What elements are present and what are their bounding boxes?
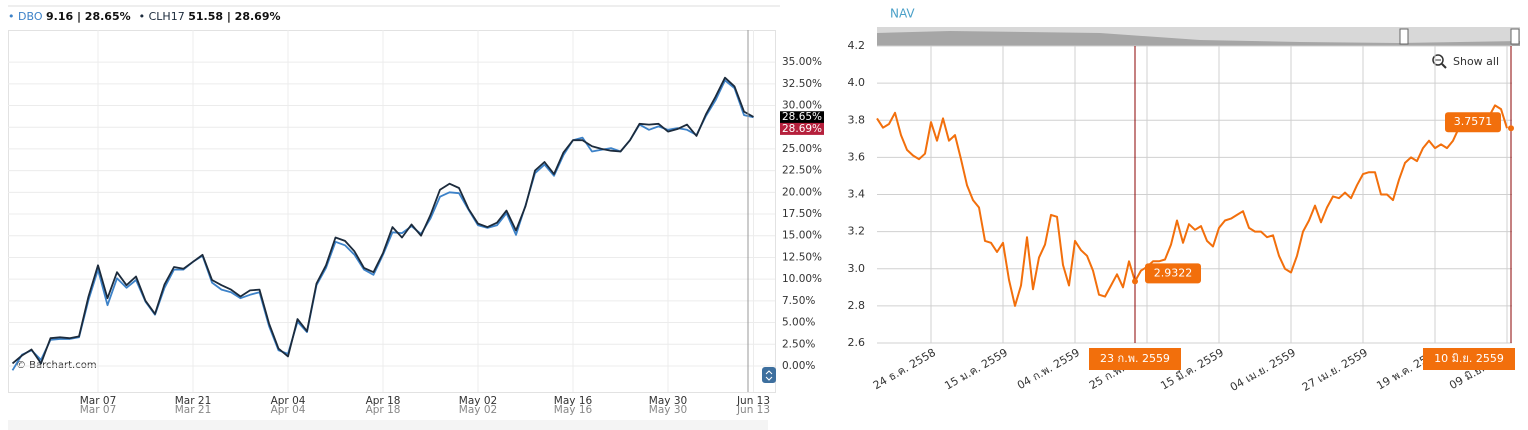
crosshair-date: 23 ก.พ. 2559 — [1100, 352, 1170, 365]
y-tick-label: 3.2 — [848, 225, 866, 238]
series-line — [11, 76, 754, 365]
zoom-icon — [1441, 63, 1447, 69]
y-tick-label: 32.50% — [782, 78, 822, 90]
x-tick-label: Apr 18 — [366, 395, 401, 407]
tooltip-box — [1445, 112, 1501, 133]
show-all-button[interactable]: Show all — [1432, 54, 1499, 69]
tooltip-value: 3.7571 — [1454, 115, 1493, 128]
last-value-box — [780, 122, 824, 135]
zoom-icon — [1432, 54, 1444, 66]
y-tick-label: 4.0 — [848, 76, 866, 89]
x-tick-label: 04 ก.พ. 2559 — [1015, 346, 1082, 392]
y-tick-label: 20.00% — [782, 186, 822, 198]
y-tick-label: 10.00% — [782, 273, 822, 285]
navigator-area — [877, 31, 1520, 46]
x-tick-label: May 30 — [649, 395, 687, 407]
y-tick-label: 22.50% — [782, 165, 822, 177]
x-tick-label: 24 ธ.ค. 2558 — [871, 346, 938, 392]
navigator-strip — [8, 420, 768, 430]
navigator-label: Mar 21 — [175, 404, 212, 416]
legend-bullet: • — [139, 10, 149, 23]
nav-handle[interactable] — [1510, 28, 1520, 45]
legend-bullet: • — [8, 10, 18, 23]
y-tick-label: 3.0 — [848, 262, 866, 275]
navigator-label: Apr 18 — [366, 404, 401, 416]
y-tick-label: 17.50% — [782, 208, 822, 220]
tooltip-box — [1145, 263, 1201, 284]
hover-point — [1508, 125, 1514, 132]
show-all-label: Show all — [1453, 55, 1499, 68]
y-tick-label: 3.6 — [848, 150, 866, 163]
x-tick-label: Apr 04 — [271, 395, 306, 407]
y-tick-label: 2.6 — [848, 336, 866, 349]
legend-name: DBO — [18, 10, 43, 23]
legend-name: CLH17 — [149, 10, 185, 23]
y-tick-label: 30.00% — [782, 100, 822, 112]
last-value-label: 28.65% — [782, 111, 822, 123]
y-tick-label: 0.00% — [782, 360, 815, 372]
y-tick-label: 35.00% — [782, 56, 822, 68]
x-tick-label: Mar 21 — [175, 395, 212, 407]
navigator-label: Mar 07 — [80, 404, 117, 416]
y-tick-label: 15.00% — [782, 230, 822, 242]
y-tick-label: 3.4 — [848, 188, 866, 201]
navigator-label: May 02 — [459, 404, 497, 416]
y-tick-label: 2.50% — [782, 338, 815, 350]
navigator-label: Jun 13 — [736, 404, 770, 416]
y-tick-label: 12.50% — [782, 251, 822, 263]
series-line — [876, 104, 1508, 307]
x-tick-label: Jun 13 — [736, 395, 770, 407]
scroll-icon — [765, 370, 773, 381]
legend-value: 9.16 | 28.65% — [46, 10, 131, 23]
last-value-label: 28.69% — [782, 123, 822, 135]
y-tick-label: 4.2 — [848, 39, 866, 52]
navigator-label: May 16 — [554, 404, 593, 416]
y-tick-label: 25.00% — [782, 143, 822, 155]
y-tick-label: 2.8 — [848, 299, 866, 312]
date-box — [1423, 348, 1515, 370]
x-tick-label: Mar 07 — [80, 395, 117, 407]
navigator-label: Apr 04 — [271, 404, 306, 416]
scroll-button[interactable] — [762, 367, 776, 383]
legend-entry: • DBO 9.16 | 28.65% — [8, 10, 131, 23]
y-tick-label: 7.50% — [782, 295, 815, 307]
navigator-label: May 30 — [649, 404, 687, 416]
x-tick-label: 27 เม.ย. 2559 — [1300, 346, 1370, 394]
legend-entry: • CLH17 51.58 | 28.69% — [139, 10, 281, 23]
hover-point — [1132, 278, 1138, 285]
y-tick-label: 5.00% — [782, 317, 815, 329]
date-box — [1089, 348, 1181, 370]
y-tick-label: 3.8 — [848, 113, 866, 126]
crosshair-date: 10 มิ.ย. 2559 — [1434, 352, 1504, 365]
x-tick-label: May 02 — [459, 395, 497, 407]
x-tick-label: 04 เม.ย. 2559 — [1228, 346, 1298, 394]
left-frame — [8, 30, 776, 393]
last-value-box — [780, 111, 824, 124]
x-tick-label: May 16 — [554, 395, 593, 407]
nav-handle[interactable] — [1399, 28, 1409, 45]
x-tick-label: 15 ม.ค. 2559 — [942, 346, 1010, 393]
legend-value: 51.58 | 28.69% — [188, 10, 280, 23]
tooltip-value: 2.9322 — [1154, 266, 1193, 279]
chart-title: NAV — [890, 7, 915, 21]
